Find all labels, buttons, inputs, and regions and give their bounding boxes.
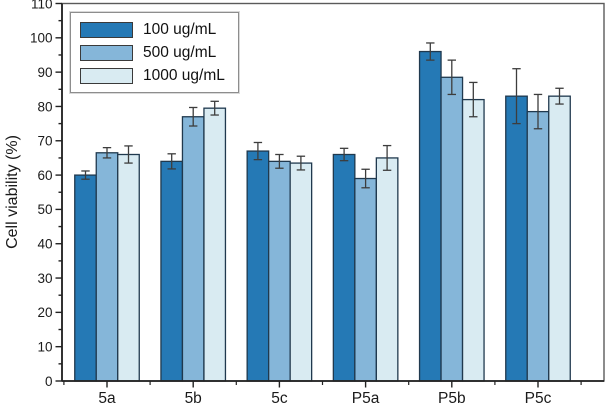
y-tick-label: 50: [37, 202, 52, 217]
bar-P5c-100: [505, 95, 528, 382]
x-tick-label: P5a: [352, 390, 380, 407]
y-axis-ticks: 0 10 20 30 40 50 60 70 80 90 100 110: [30, 0, 62, 389]
y-tick-label: 20: [37, 305, 52, 320]
bar-P5b-1000: [461, 98, 485, 382]
bar-5b-500: [181, 116, 205, 382]
y-tick-label: 80: [37, 99, 52, 114]
bar-5a-500: [95, 152, 119, 382]
y-tick-label: 0: [45, 374, 53, 389]
legend: 100 ug/mL 500 ug/mL 1000 ug/mL: [70, 12, 239, 93]
y-axis-label: Cell viability (%): [4, 135, 21, 249]
x-tick-label: 5b: [185, 390, 202, 407]
legend-label-100: 100 ug/mL: [143, 20, 217, 38]
y-tick-label: 40: [37, 237, 52, 252]
bar-P5b-500: [440, 76, 464, 382]
bar-P5c-1000: [548, 95, 571, 382]
y-tick-label: 60: [37, 168, 52, 183]
x-tick-label: P5b: [438, 390, 466, 407]
x-tick-label: P5c: [525, 390, 552, 407]
bar-P5c-500: [526, 110, 550, 382]
bar-P5b-100: [418, 50, 442, 382]
bar-5c-500: [267, 160, 291, 382]
legend-label-1000: 1000 ug/mL: [143, 66, 225, 84]
error-bars-layer: [81, 42, 564, 189]
legend-swatch-1000: [80, 67, 133, 84]
legend-swatch-100: [80, 21, 133, 38]
legend-swatch-500: [80, 44, 133, 61]
legend-label-500: 500 ug/mL: [143, 43, 217, 61]
bar-5b-100: [160, 160, 184, 382]
y-tick-label: 100: [30, 31, 53, 46]
y-tick-label: 70: [37, 134, 52, 149]
x-tick-label: 5c: [271, 390, 288, 407]
legend-item-100: 100 ug/mL: [80, 21, 225, 38]
bar-5a-1000: [117, 153, 140, 382]
bar-5c-1000: [289, 162, 313, 382]
bar-5c-100: [246, 150, 270, 382]
bar-5a-100: [74, 174, 97, 382]
legend-item-500: 500 ug/mL: [80, 44, 225, 61]
y-tick-label: 30: [37, 271, 52, 286]
legend-item-1000: 1000 ug/mL: [80, 67, 225, 84]
y-tick-label: 10: [37, 339, 52, 354]
y-tick-label: 110: [31, 0, 53, 11]
bar-P5a-100: [332, 153, 356, 382]
x-axis-ticks: 5a 5b 5c P5a P5b P5c: [63, 381, 582, 407]
bars-layer: [74, 50, 571, 382]
bar-5b-1000: [203, 107, 227, 382]
bar-P5a-500: [354, 177, 378, 382]
bar-P5a-1000: [375, 157, 399, 382]
x-tick-label: 5a: [98, 390, 116, 407]
y-tick-label: 90: [37, 65, 52, 80]
